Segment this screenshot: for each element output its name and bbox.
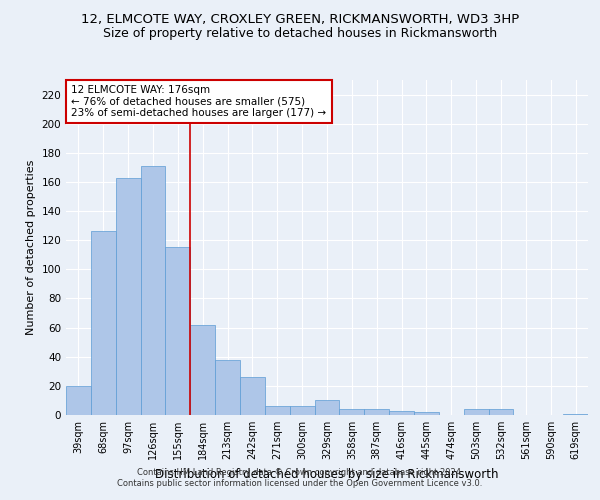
Bar xyxy=(464,409,488,415)
Bar xyxy=(265,406,290,415)
Bar xyxy=(240,377,265,415)
Bar xyxy=(116,178,140,415)
Bar xyxy=(314,400,340,415)
Text: 12, ELMCOTE WAY, CROXLEY GREEN, RICKMANSWORTH, WD3 3HP: 12, ELMCOTE WAY, CROXLEY GREEN, RICKMANS… xyxy=(81,12,519,26)
Bar xyxy=(215,360,240,415)
X-axis label: Distribution of detached houses by size in Rickmansworth: Distribution of detached houses by size … xyxy=(155,468,499,480)
Bar xyxy=(166,248,190,415)
Bar xyxy=(190,324,215,415)
Bar xyxy=(389,410,414,415)
Bar xyxy=(91,232,116,415)
Text: 12 ELMCOTE WAY: 176sqm
← 76% of detached houses are smaller (575)
23% of semi-de: 12 ELMCOTE WAY: 176sqm ← 76% of detached… xyxy=(71,85,326,118)
Bar xyxy=(340,409,364,415)
Text: Contains HM Land Registry data © Crown copyright and database right 2024.
Contai: Contains HM Land Registry data © Crown c… xyxy=(118,468,482,487)
Bar xyxy=(364,409,389,415)
Y-axis label: Number of detached properties: Number of detached properties xyxy=(26,160,36,335)
Bar xyxy=(563,414,588,415)
Bar xyxy=(66,386,91,415)
Bar xyxy=(488,409,514,415)
Bar xyxy=(414,412,439,415)
Text: Size of property relative to detached houses in Rickmansworth: Size of property relative to detached ho… xyxy=(103,28,497,40)
Bar xyxy=(290,406,314,415)
Bar xyxy=(140,166,166,415)
